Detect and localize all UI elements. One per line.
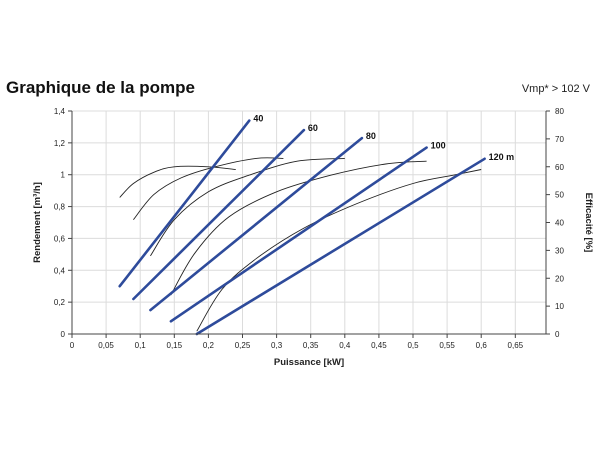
- plot-area: [72, 111, 546, 334]
- x-tick-label: 0,25: [235, 341, 251, 350]
- efficiency-curve-100: [170, 160, 427, 296]
- efficiency-curve-40: [119, 165, 236, 198]
- x-tick-label: 0,1: [135, 341, 147, 350]
- y-right-tick-label: 80: [555, 107, 564, 116]
- y-left-tick-label: 1,4: [54, 107, 66, 116]
- y-right-tick-label: 40: [555, 219, 564, 228]
- flow-curves: [118, 119, 486, 336]
- x-tick-label: 0,55: [439, 341, 455, 350]
- grid-layer: [72, 110, 546, 334]
- y-right-tick-label: 50: [555, 191, 564, 200]
- y-axis-right-title: Efficacité [%]: [583, 193, 594, 253]
- y-axis-left-title: Rendement [m³/h]: [32, 182, 43, 263]
- x-tick-label: 0,3: [271, 341, 283, 350]
- x-axis-title: Puissance [kW]: [274, 357, 344, 368]
- x-tick-label: 0,5: [407, 341, 419, 350]
- y-right-tick-label: 30: [555, 246, 564, 255]
- flow-curve-120-m: [195, 157, 486, 336]
- x-tick-label: 0: [70, 341, 75, 350]
- y-left-tick-label: 0,4: [54, 266, 66, 275]
- y-right-tick-label: 60: [555, 163, 564, 172]
- y-left-tick-label: 0: [61, 330, 66, 339]
- x-tick-label: 0,65: [508, 341, 524, 350]
- efficiency-curve-80: [150, 157, 345, 257]
- y-right-tick-label: 10: [555, 302, 564, 311]
- y-right-tick-label: 20: [555, 274, 564, 283]
- y-left-tick-label: 0,2: [54, 298, 66, 307]
- flow-curve-label: 80: [366, 131, 376, 141]
- flow-curve-40: [118, 119, 251, 288]
- flow-curve-label: 40: [253, 114, 263, 124]
- voltage-note: Vmp* > 102 V: [521, 83, 590, 95]
- flow-curve-100: [169, 146, 428, 323]
- page-title: Graphique de la pompe: [6, 78, 195, 97]
- flow-curve-label: 100: [431, 141, 446, 151]
- efficiency-curve-60: [133, 157, 284, 220]
- x-tick-label: 0,15: [167, 341, 183, 350]
- x-tick-label: 0,35: [303, 341, 319, 350]
- y-left-tick-label: 0,6: [54, 234, 66, 243]
- series-labels: 40 60 80 100 120 m: [253, 114, 514, 162]
- y-left-tick-label: 1,2: [54, 139, 66, 148]
- x-tick-label: 0,2: [203, 341, 215, 350]
- flow-curve-label: 60: [308, 123, 318, 133]
- x-tick-label: 0,45: [371, 341, 387, 350]
- efficiency-curve-120-m: [196, 169, 482, 332]
- y-left-tick-label: 1: [61, 171, 66, 180]
- x-tick-label: 0,4: [339, 341, 351, 350]
- x-tick-label: 0,6: [476, 341, 488, 350]
- y-right-tick-label: 70: [555, 135, 564, 144]
- flow-curve-label: 120 m: [489, 152, 515, 162]
- efficiency-curves: [119, 157, 482, 332]
- flow-curve-60: [132, 128, 306, 301]
- y-left-tick-label: 0,8: [54, 203, 66, 212]
- flow-curve-80: [149, 136, 364, 312]
- x-tick-label: 0,05: [98, 341, 114, 350]
- y-right-tick-label: 0: [555, 330, 560, 339]
- axes: 0 0,05 0,1 0,15 0,2 0,25 0,3 0,35 0,4 0,45 0,5 0,55…: [32, 107, 594, 368]
